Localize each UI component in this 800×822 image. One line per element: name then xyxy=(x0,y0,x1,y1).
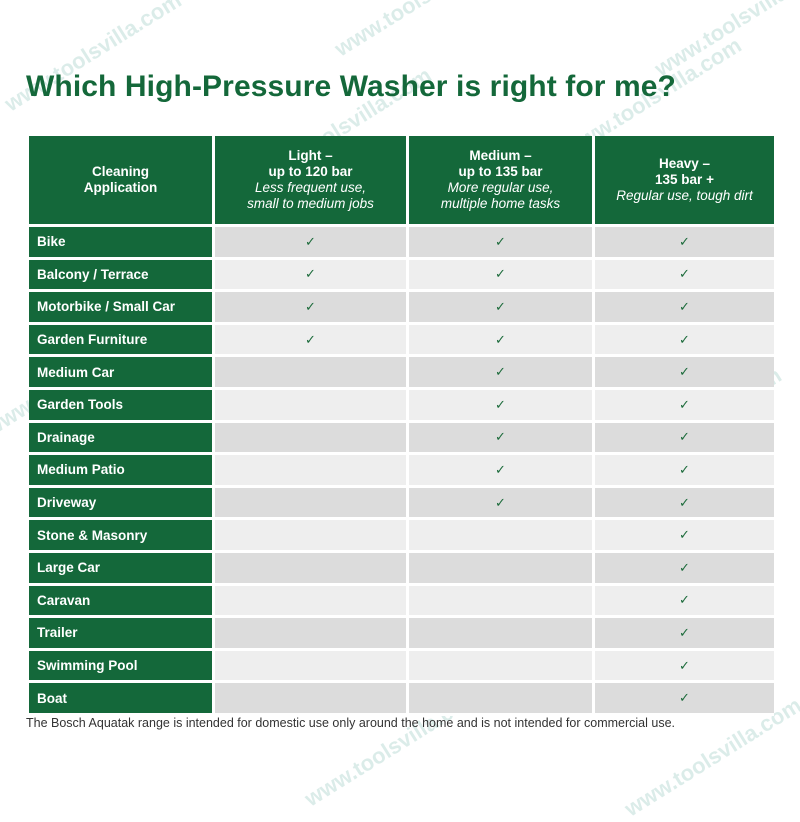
check-heavy: ✓ xyxy=(595,618,774,651)
row-label: Garden Furniture xyxy=(29,324,215,358)
row-label: Drainage xyxy=(29,422,215,456)
check-medium: ✓ xyxy=(409,389,595,423)
check-medium: ✓ xyxy=(409,324,595,358)
check-medium xyxy=(409,683,595,716)
check-medium xyxy=(409,650,595,684)
check-light xyxy=(215,422,409,456)
check-medium xyxy=(409,585,595,619)
check-medium: ✓ xyxy=(409,422,595,456)
check-light xyxy=(215,520,409,553)
check-medium: ✓ xyxy=(409,259,595,293)
check-heavy: ✓ xyxy=(595,422,774,456)
header-heavy: Heavy – 135 bar + Regular use, tough dir… xyxy=(595,136,774,227)
row-label: Medium Patio xyxy=(29,455,215,488)
check-light xyxy=(215,552,409,586)
check-heavy: ✓ xyxy=(595,455,774,488)
check-light xyxy=(215,585,409,619)
check-light xyxy=(215,357,409,390)
check-heavy: ✓ xyxy=(595,227,774,260)
page-title: Which High-Pressure Washer is right for … xyxy=(26,70,676,103)
header-cleaning-application: Cleaning Application xyxy=(29,136,215,227)
row-label: Boat xyxy=(29,683,215,716)
row-label: Trailer xyxy=(29,618,215,651)
check-light xyxy=(215,389,409,423)
check-medium: ✓ xyxy=(409,487,595,521)
check-medium: ✓ xyxy=(409,227,595,260)
check-heavy: ✓ xyxy=(595,357,774,390)
check-light: ✓ xyxy=(215,292,409,325)
footnote: The Bosch Aquatak range is intended for … xyxy=(26,716,675,730)
check-medium: ✓ xyxy=(409,292,595,325)
watermark-text: www.toolsvilla.com xyxy=(330,0,516,62)
row-label: Bike xyxy=(29,227,215,260)
check-light: ✓ xyxy=(215,227,409,260)
check-heavy: ✓ xyxy=(595,552,774,586)
check-light xyxy=(215,455,409,488)
row-label: Garden Tools xyxy=(29,389,215,423)
row-label: Swimming Pool xyxy=(29,650,215,684)
check-light xyxy=(215,618,409,651)
check-heavy: ✓ xyxy=(595,389,774,423)
row-label: Caravan xyxy=(29,585,215,619)
check-heavy: ✓ xyxy=(595,324,774,358)
check-heavy: ✓ xyxy=(595,487,774,521)
row-label: Stone & Masonry xyxy=(29,520,215,553)
check-light xyxy=(215,650,409,684)
check-medium: ✓ xyxy=(409,455,595,488)
check-heavy: ✓ xyxy=(595,292,774,325)
check-heavy: ✓ xyxy=(595,585,774,619)
row-label: Balcony / Terrace xyxy=(29,259,215,293)
row-label: Motorbike / Small Car xyxy=(29,292,215,325)
check-heavy: ✓ xyxy=(595,520,774,553)
check-light xyxy=(215,487,409,521)
row-label: Large Car xyxy=(29,552,215,586)
check-medium xyxy=(409,520,595,553)
check-heavy: ✓ xyxy=(595,683,774,716)
check-heavy: ✓ xyxy=(595,259,774,293)
check-light: ✓ xyxy=(215,259,409,293)
header-light: Light – up to 120 bar Less frequent use,… xyxy=(215,136,409,227)
comparison-table: Cleaning Application Light – up to 120 b… xyxy=(29,136,774,716)
check-medium: ✓ xyxy=(409,357,595,390)
check-heavy: ✓ xyxy=(595,650,774,684)
row-label: Driveway xyxy=(29,487,215,521)
check-light xyxy=(215,683,409,716)
check-medium xyxy=(409,552,595,586)
row-label: Medium Car xyxy=(29,357,215,390)
header-medium: Medium – up to 135 bar More regular use,… xyxy=(409,136,595,227)
check-light: ✓ xyxy=(215,324,409,358)
check-medium xyxy=(409,618,595,651)
